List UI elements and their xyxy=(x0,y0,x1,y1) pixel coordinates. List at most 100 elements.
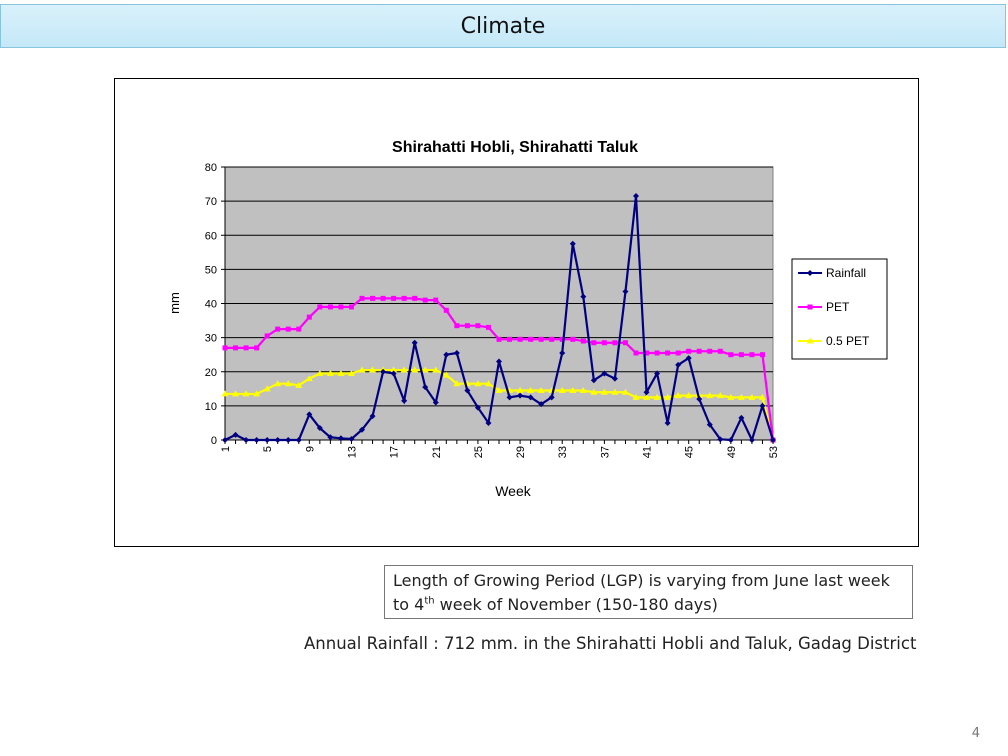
data-point xyxy=(569,240,576,247)
y-tick-label: 10 xyxy=(205,401,217,413)
data-point xyxy=(464,387,471,394)
x-tick-label: 9 xyxy=(304,446,316,452)
data-point xyxy=(622,340,628,346)
data-point xyxy=(579,387,587,394)
data-point xyxy=(516,387,524,394)
y-tick-label: 70 xyxy=(205,196,217,208)
data-point xyxy=(749,352,755,358)
data-point xyxy=(347,369,355,376)
data-point xyxy=(254,345,260,351)
data-point xyxy=(643,393,651,400)
data-point xyxy=(474,404,481,411)
data-point xyxy=(484,380,492,387)
data-point xyxy=(454,323,460,329)
data-point xyxy=(517,392,524,399)
data-point xyxy=(622,288,629,295)
title-bar: Climate xyxy=(0,4,1006,48)
data-point xyxy=(643,389,650,396)
data-point xyxy=(665,350,671,356)
data-point xyxy=(284,380,292,387)
data-point xyxy=(633,350,639,356)
data-point xyxy=(664,419,671,426)
data-point xyxy=(495,387,503,394)
data-point xyxy=(685,355,692,362)
data-point xyxy=(737,393,745,400)
data-point xyxy=(348,304,354,310)
data-point xyxy=(696,396,703,403)
data-point xyxy=(390,366,398,373)
data-point xyxy=(391,295,397,301)
data-point xyxy=(337,369,345,376)
data-point xyxy=(696,348,702,354)
data-point xyxy=(295,381,303,388)
data-point xyxy=(233,345,239,351)
data-point xyxy=(580,338,586,344)
data-point xyxy=(327,434,334,441)
x-tick-label: 53 xyxy=(768,446,780,458)
data-point xyxy=(716,392,724,399)
data-point xyxy=(807,270,813,276)
data-point xyxy=(748,437,755,443)
chart-frame: Shirahatti Hobli, Shirahatti Taluk Week … xyxy=(114,78,919,547)
data-point xyxy=(421,366,429,373)
x-tick-label: 45 xyxy=(684,446,696,458)
lgp-note-text: Length of Growing Period (LGP) is varyin… xyxy=(393,571,890,614)
data-point xyxy=(674,392,682,399)
data-point xyxy=(432,399,439,406)
y-tick-label: 0 xyxy=(211,435,217,447)
legend-label: 0.5 PET xyxy=(826,334,870,348)
data-point xyxy=(222,437,228,443)
legend-label: PET xyxy=(826,300,850,314)
data-point xyxy=(264,333,270,339)
data-point xyxy=(770,437,776,443)
data-point xyxy=(728,352,734,358)
x-tick-label: 13 xyxy=(346,446,358,458)
data-point xyxy=(274,380,282,387)
data-point xyxy=(348,435,355,442)
data-point xyxy=(369,366,377,373)
data-point xyxy=(264,437,271,443)
data-point xyxy=(559,349,566,356)
data-point xyxy=(717,436,724,443)
x-tick-label: 41 xyxy=(642,446,654,458)
data-point xyxy=(759,352,765,358)
data-point xyxy=(295,437,302,443)
data-point xyxy=(422,297,428,303)
data-point xyxy=(316,425,323,432)
data-point xyxy=(632,393,640,400)
data-point xyxy=(601,340,607,346)
x-tick-label: 1 xyxy=(220,446,232,452)
data-point xyxy=(580,293,587,300)
data-point xyxy=(621,388,629,395)
rainfall-pet-chart: Shirahatti Hobli, Shirahatti Taluk Week … xyxy=(167,139,888,499)
y-tick-label: 60 xyxy=(205,230,217,242)
data-point xyxy=(411,366,419,373)
data-point xyxy=(453,380,461,387)
data-point xyxy=(612,340,618,346)
data-point xyxy=(686,348,692,354)
data-point xyxy=(253,437,260,443)
data-point xyxy=(306,411,313,418)
data-point xyxy=(538,336,544,342)
data-point xyxy=(644,350,650,356)
data-point xyxy=(759,402,766,409)
data-point xyxy=(285,437,292,443)
data-point xyxy=(358,366,366,373)
data-point xyxy=(707,348,713,354)
page-number: 4 xyxy=(971,726,980,741)
x-tick-label: 29 xyxy=(515,446,527,458)
x-tick-label: 21 xyxy=(431,446,443,458)
data-point xyxy=(232,431,239,438)
data-point xyxy=(590,377,597,384)
lgp-note-box: Length of Growing Period (LGP) is varyin… xyxy=(384,565,913,619)
data-point xyxy=(527,394,534,401)
data-point xyxy=(685,392,693,399)
y-tick-label: 50 xyxy=(205,264,217,276)
data-point xyxy=(253,390,261,397)
data-point xyxy=(748,393,756,400)
data-point xyxy=(337,435,344,442)
data-point xyxy=(527,387,535,394)
data-point xyxy=(727,393,735,400)
data-point xyxy=(442,371,450,378)
legend-label: Rainfall xyxy=(826,266,866,280)
